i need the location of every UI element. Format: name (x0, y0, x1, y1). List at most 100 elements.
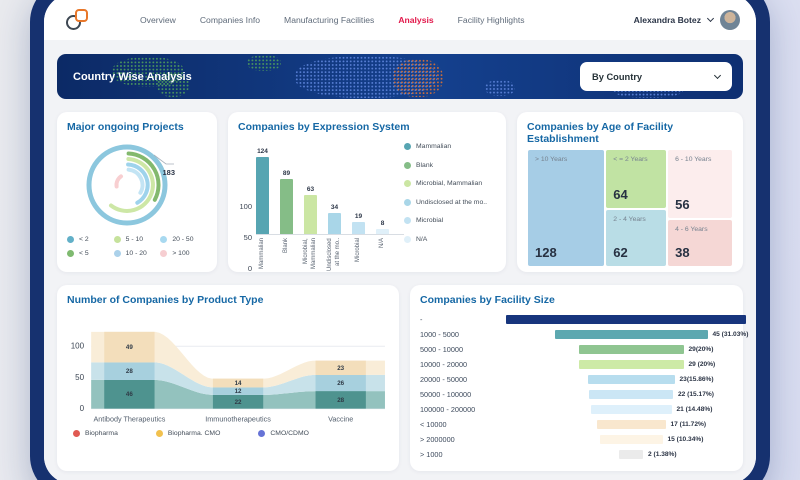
legend-dot (258, 429, 266, 437)
legend-label: < 5 (79, 250, 89, 257)
banner-title: Country Wise Analysis (73, 70, 192, 83)
legend-item: < 5 (67, 250, 114, 257)
svg-text:50: 50 (75, 373, 84, 382)
legend-item: Microbial (404, 217, 496, 224)
x-label: Mammalian (259, 238, 266, 270)
nav-item-manufacturing-facilities[interactable]: Manufacturing Facilities (284, 15, 375, 25)
svg-text:23: 23 (337, 365, 344, 372)
svg-text:46: 46 (126, 391, 133, 398)
card-title: Companies by Expression System (238, 121, 410, 133)
nav-item-facility-highlights[interactable]: Facility Highlights (457, 15, 525, 25)
callout-value: 183 (162, 168, 175, 177)
world-map-region (485, 80, 515, 96)
legend-label: Undisclosed at the mo.. (416, 198, 488, 206)
nav-item-overview[interactable]: Overview (140, 15, 176, 25)
bar-column: 63 (304, 186, 317, 234)
funnel-row: 1000 - 5000 45 (31.03%) (420, 327, 748, 342)
country-analysis-banner: Country Wise Analysis By Country (57, 54, 743, 99)
logo-orange-square-icon (75, 9, 88, 22)
legend-item: Microbial, Mammalian (404, 180, 496, 187)
legend-label: 20 - 50 (172, 236, 194, 243)
nav-item-analysis[interactable]: Analysis (398, 15, 434, 25)
legend-dot (155, 429, 163, 437)
funnel-value: 15 (10.34%) (667, 435, 704, 443)
treemap-value: 64 (613, 186, 628, 202)
bar (328, 212, 341, 234)
funnel-bar (578, 344, 684, 354)
legend-label: < 2 (79, 236, 89, 243)
bar-column: 19 (352, 213, 365, 234)
bar (256, 157, 269, 234)
svg-text:Antibody Therapeutics: Antibody Therapeutics (93, 415, 165, 424)
svg-text:Immunotherapeutics: Immunotherapeutics (205, 415, 271, 424)
svg-text:28: 28 (337, 397, 344, 404)
y-tick: 100 (239, 202, 252, 211)
top-nav-bar: Overview Companies Info Manufacturing Fa… (44, 0, 756, 40)
treemap-block: 6 - 10 Years 56 (668, 150, 732, 219)
legend-dot (404, 180, 411, 187)
funnel-row: 20000 - 50000 23(15.86%) (420, 372, 733, 387)
bar-value: 34 (330, 203, 339, 211)
funnel-bar (619, 449, 643, 459)
expression-bar-chart: 0 50 100 124 89 63 34 19 8 Mammalian Blank Microb… (238, 137, 404, 280)
funnel-label: > 1000 (420, 450, 443, 459)
card-title: Number of Companies by Product Type (67, 294, 264, 306)
x-label: Undisclosed at the mo.. (327, 238, 342, 271)
svg-text:49: 49 (126, 344, 133, 351)
funnel-bar (589, 389, 673, 399)
funnel-row: 10000 - 20000 29 (20%) (420, 357, 733, 372)
x-label: Microbial, Mammalian (303, 238, 318, 270)
funnel-row: - (420, 312, 746, 327)
legend-label: 5 - 10 (125, 236, 144, 243)
svg-text:0: 0 (80, 404, 85, 413)
card-companies-by-expression-system: Companies by Expression System 0 50 100 12… (228, 112, 506, 273)
legend-dot (404, 198, 411, 206)
by-country-dropdown[interactable]: By Country (580, 62, 732, 91)
bar-value: 8 (380, 220, 385, 227)
legend-dot (73, 429, 80, 437)
card-companies-by-product-type: Number of Companies by Product Type 0 50 1… (57, 285, 399, 471)
treemap-label: 2 - 4 Years (613, 215, 646, 223)
expression-legend: Mammalian Blank Microbial, Mammalian Undisc… (404, 137, 496, 280)
logo-gray-circle-icon (66, 15, 81, 30)
chevron-down-icon (713, 71, 722, 79)
user-menu[interactable]: Alexandra Botez (634, 10, 740, 30)
funnel-row: > 2000000 15 (10.34%) (420, 432, 733, 447)
funnel-value: 29(20%) (688, 345, 714, 353)
card-major-ongoing-projects: Major ongoing Projects 183 < 2 5 - 10 20 -… (57, 112, 217, 272)
treemap-label: 6 - 10 Years (675, 156, 712, 163)
app-logo[interactable] (64, 7, 94, 33)
treemap-value: 56 (675, 197, 690, 213)
bar-column: 124 (256, 148, 269, 234)
treemap-value: 38 (675, 244, 690, 260)
projects-legend: < 2 5 - 10 20 - 50 < 5 10 - 20 > 100 (67, 236, 207, 257)
funnel-label: 50000 - 100000 (420, 390, 472, 399)
bar (352, 222, 365, 234)
funnel-label: - (420, 315, 423, 324)
funnel-bar (587, 374, 675, 384)
bar-value: 63 (306, 185, 315, 193)
bar-value: 124 (257, 148, 268, 156)
funnel-bar (596, 419, 666, 429)
x-label: N/A (379, 238, 386, 249)
legend-dot (160, 250, 168, 257)
legend-label: > 100 (172, 250, 190, 257)
legend-label: Biopharma (85, 429, 118, 437)
treemap-block: < = 2 Years 64 (606, 150, 667, 208)
svg-text:22: 22 (235, 399, 242, 406)
legend-item: Undisclosed at the mo.. (404, 198, 496, 206)
funnel-label: 1000 - 5000 (420, 330, 459, 339)
bar-value: 19 (354, 213, 363, 221)
legend-item: < 2 (67, 236, 114, 243)
avatar[interactable] (720, 10, 740, 30)
legend-dot (67, 250, 74, 257)
legend-label: Microbial, Mammalian (416, 180, 483, 187)
nav-item-companies-info[interactable]: Companies Info (199, 15, 261, 25)
funnel-row: < 10000 17 (11.72%) (420, 417, 733, 432)
legend-item: > 100 (160, 250, 207, 257)
treemap-block: 2 - 4 Years 62 (606, 209, 667, 266)
world-map-region (157, 73, 189, 97)
legend-item: 5 - 10 (113, 236, 161, 243)
